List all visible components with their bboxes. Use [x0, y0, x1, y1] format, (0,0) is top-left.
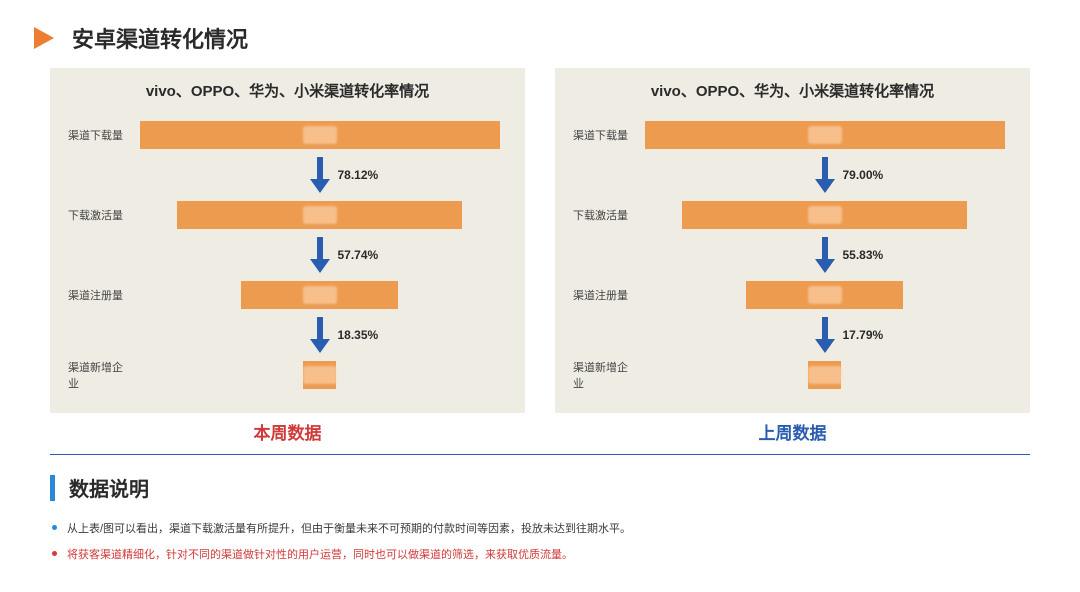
dot-icon	[52, 525, 57, 530]
funnel-arrow-row: 17.79%	[573, 315, 1012, 355]
bar	[303, 361, 337, 389]
bar	[645, 121, 1005, 149]
bar	[682, 201, 967, 229]
funnel-title: vivo、OPPO、华为、小米渠道转化率情况	[573, 80, 1012, 101]
bullet-2: 将获客渠道精细化，针对不同的渠道做针对性的用户运营，同时也可以做渠道的筛选，来获…	[50, 546, 1030, 562]
bar-blur	[808, 286, 842, 304]
conversion-rate: 79.00%	[843, 168, 884, 182]
explain-title: 数据说明	[69, 473, 149, 502]
funnel-left-wrap: vivo、OPPO、华为、小米渠道转化率情况 渠道下载量 78.12% 下载激活…	[50, 68, 525, 444]
bar	[241, 281, 399, 309]
bullet-2-text: 将获客渠道精细化，针对不同的渠道做针对性的用户运营，同时也可以做渠道的筛选，来获…	[67, 546, 573, 562]
bar-blur	[808, 126, 842, 144]
stage-label: 渠道注册量	[68, 287, 132, 303]
stage-label: 下载激活量	[68, 207, 132, 223]
bar-blur	[303, 286, 337, 304]
funnel-stage: 渠道下载量	[573, 115, 1012, 155]
bar	[140, 121, 500, 149]
explain-head: 数据说明	[50, 473, 1030, 502]
funnel-stage: 渠道新增企业	[573, 355, 1012, 395]
triangle-icon	[34, 27, 54, 49]
funnel-arrow-row: 79.00%	[573, 155, 1012, 195]
funnel-left: vivo、OPPO、华为、小米渠道转化率情况 渠道下载量 78.12% 下载激活…	[50, 68, 525, 413]
funnel-right-wrap: vivo、OPPO、华为、小米渠道转化率情况 渠道下载量 79.00% 下载激活…	[555, 68, 1030, 444]
stage-label: 下载激活量	[573, 207, 637, 223]
funnel-right: vivo、OPPO、华为、小米渠道转化率情况 渠道下载量 79.00% 下载激活…	[555, 68, 1030, 413]
bar-blur	[808, 366, 842, 384]
bar-area	[132, 281, 507, 309]
bar	[177, 201, 462, 229]
bar-area	[637, 201, 1012, 229]
page-title-row: 安卓渠道转化情况	[0, 0, 1080, 68]
bar-area	[132, 361, 507, 389]
stage-label: 渠道注册量	[573, 287, 637, 303]
caption-left: 本周数据	[50, 419, 525, 444]
conversion-rate: 78.12%	[338, 168, 379, 182]
bar	[746, 281, 904, 309]
funnel-body: 渠道下载量 79.00% 下载激活量	[573, 115, 1012, 395]
bullet-1-text: 从上表/图可以看出，渠道下载激活量有所提升，但由于衡量未来不可预期的付款时间等因…	[67, 520, 631, 536]
bar-area	[637, 361, 1012, 389]
funnel-stage: 下载激活量	[68, 195, 507, 235]
stage-label: 渠道下载量	[573, 127, 637, 143]
bullet-1: 从上表/图可以看出，渠道下载激活量有所提升，但由于衡量未来不可预期的付款时间等因…	[50, 520, 1030, 536]
dot-icon	[52, 551, 57, 556]
caption-right: 上周数据	[555, 419, 1030, 444]
stage-label: 渠道新增企业	[68, 359, 132, 391]
bar-area	[132, 201, 507, 229]
conversion-rate: 57.74%	[338, 248, 379, 262]
bar-blur	[303, 126, 337, 144]
funnel-body: 渠道下载量 78.12% 下载激活量	[68, 115, 507, 395]
funnel-title: vivo、OPPO、华为、小米渠道转化率情况	[68, 80, 507, 101]
bar-blur	[303, 366, 337, 384]
bar-blur	[808, 206, 842, 224]
funnel-stage: 渠道注册量	[573, 275, 1012, 315]
funnel-stage: 渠道注册量	[68, 275, 507, 315]
funnel-arrow-row: 55.83%	[573, 235, 1012, 275]
bar-area	[637, 281, 1012, 309]
funnel-arrow-row: 78.12%	[68, 155, 507, 195]
explain-section: 数据说明 从上表/图可以看出，渠道下载激活量有所提升，但由于衡量未来不可预期的付…	[0, 455, 1080, 562]
charts-row: vivo、OPPO、华为、小米渠道转化率情况 渠道下载量 78.12% 下载激活…	[0, 68, 1080, 444]
vbar-icon	[50, 475, 55, 501]
bar-area	[132, 121, 507, 149]
funnel-stage: 下载激活量	[573, 195, 1012, 235]
funnel-stage: 渠道下载量	[68, 115, 507, 155]
bar	[808, 361, 842, 389]
stage-label: 渠道新增企业	[573, 359, 637, 391]
funnel-stage: 渠道新增企业	[68, 355, 507, 395]
bar-area	[637, 121, 1012, 149]
stage-label: 渠道下载量	[68, 127, 132, 143]
funnel-arrow-row: 57.74%	[68, 235, 507, 275]
bar-blur	[303, 206, 337, 224]
funnel-arrow-row: 18.35%	[68, 315, 507, 355]
conversion-rate: 18.35%	[338, 328, 379, 342]
conversion-rate: 55.83%	[843, 248, 884, 262]
page-title: 安卓渠道转化情况	[72, 22, 248, 54]
conversion-rate: 17.79%	[843, 328, 884, 342]
